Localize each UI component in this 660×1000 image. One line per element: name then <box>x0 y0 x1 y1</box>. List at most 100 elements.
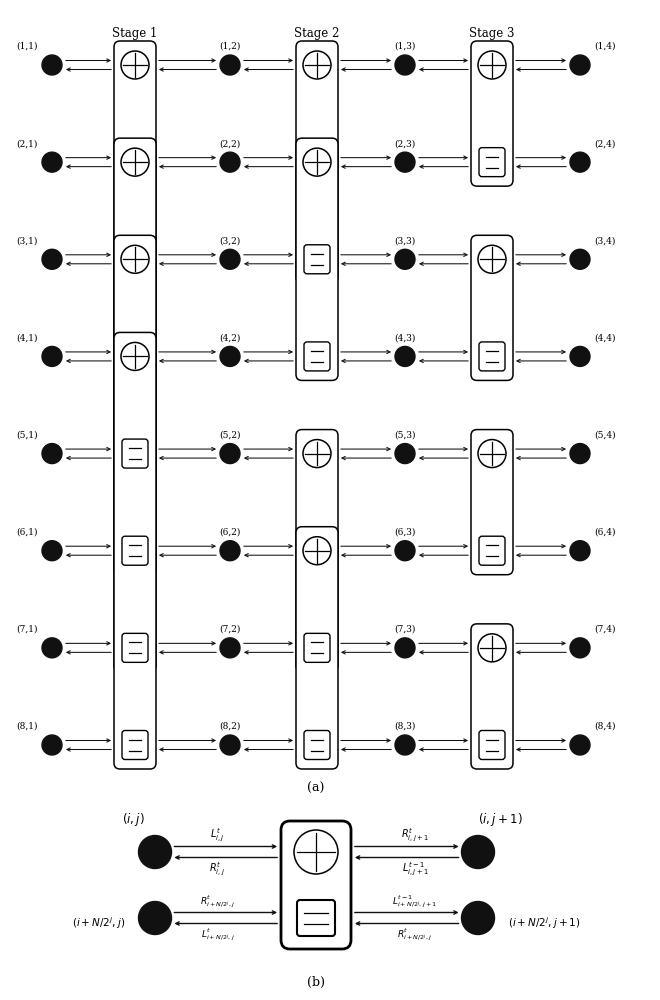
Circle shape <box>303 537 331 565</box>
FancyBboxPatch shape <box>114 332 156 769</box>
FancyBboxPatch shape <box>479 342 505 371</box>
Circle shape <box>570 249 590 269</box>
Text: (4,2): (4,2) <box>219 333 241 342</box>
FancyBboxPatch shape <box>122 633 148 662</box>
Circle shape <box>570 152 590 172</box>
FancyBboxPatch shape <box>281 821 351 949</box>
Circle shape <box>42 249 62 269</box>
Text: (8,1): (8,1) <box>16 722 38 731</box>
Text: (5,2): (5,2) <box>219 431 241 440</box>
Text: $L^t_{i+N/2^j,j}$: $L^t_{i+N/2^j,j}$ <box>201 926 234 943</box>
FancyBboxPatch shape <box>479 730 505 760</box>
Text: (1,2): (1,2) <box>219 42 241 51</box>
Circle shape <box>478 245 506 273</box>
Circle shape <box>395 541 415 561</box>
FancyBboxPatch shape <box>114 138 156 575</box>
Text: (2,2): (2,2) <box>219 139 241 148</box>
FancyBboxPatch shape <box>479 536 505 565</box>
Text: $L^{t-1}_{i+N/2^j,j+1}$: $L^{t-1}_{i+N/2^j,j+1}$ <box>393 893 438 910</box>
Text: (3,4): (3,4) <box>594 236 615 245</box>
FancyBboxPatch shape <box>471 624 513 769</box>
Circle shape <box>395 152 415 172</box>
Circle shape <box>220 249 240 269</box>
FancyBboxPatch shape <box>114 235 156 672</box>
Circle shape <box>395 346 415 366</box>
Circle shape <box>220 55 240 75</box>
FancyBboxPatch shape <box>122 536 148 565</box>
FancyBboxPatch shape <box>296 41 338 283</box>
Text: $R^t_{i,j+1}$: $R^t_{i,j+1}$ <box>401 826 429 844</box>
Circle shape <box>42 55 62 75</box>
FancyBboxPatch shape <box>122 439 148 468</box>
Text: (8,2): (8,2) <box>219 722 241 731</box>
Text: (6,3): (6,3) <box>394 528 416 537</box>
Circle shape <box>303 51 331 79</box>
Circle shape <box>395 444 415 464</box>
Circle shape <box>121 51 149 79</box>
Text: (1,1): (1,1) <box>16 42 38 51</box>
Circle shape <box>395 638 415 658</box>
Circle shape <box>42 346 62 366</box>
Circle shape <box>139 902 172 934</box>
FancyBboxPatch shape <box>304 730 330 760</box>
Circle shape <box>42 735 62 755</box>
Circle shape <box>220 444 240 464</box>
Circle shape <box>570 541 590 561</box>
Text: (7,3): (7,3) <box>394 625 416 634</box>
FancyBboxPatch shape <box>297 900 335 936</box>
FancyBboxPatch shape <box>471 41 513 186</box>
Circle shape <box>478 440 506 468</box>
Circle shape <box>220 152 240 172</box>
Text: $R^t_{i,j}$: $R^t_{i,j}$ <box>209 860 226 878</box>
Circle shape <box>395 735 415 755</box>
Text: Stage 3: Stage 3 <box>469 27 515 40</box>
Text: $L^t_{i,j}$: $L^t_{i,j}$ <box>210 826 225 844</box>
Text: (8,3): (8,3) <box>394 722 416 731</box>
Text: (a): (a) <box>308 782 325 794</box>
Circle shape <box>395 55 415 75</box>
Circle shape <box>478 634 506 662</box>
Circle shape <box>570 638 590 658</box>
Circle shape <box>121 245 149 273</box>
Circle shape <box>121 148 149 176</box>
Text: (b): (b) <box>307 976 325 988</box>
Circle shape <box>139 836 172 868</box>
Circle shape <box>220 638 240 658</box>
Circle shape <box>570 735 590 755</box>
Text: (4,3): (4,3) <box>394 333 416 342</box>
Circle shape <box>42 638 62 658</box>
Text: (6,2): (6,2) <box>219 528 241 537</box>
Text: (7,4): (7,4) <box>594 625 616 634</box>
Text: (2,4): (2,4) <box>594 139 615 148</box>
Circle shape <box>570 55 590 75</box>
FancyBboxPatch shape <box>471 430 513 575</box>
Text: (7,1): (7,1) <box>16 625 38 634</box>
Circle shape <box>303 440 331 468</box>
Circle shape <box>42 541 62 561</box>
FancyBboxPatch shape <box>122 730 148 760</box>
Circle shape <box>461 902 494 934</box>
Text: (1,4): (1,4) <box>594 42 616 51</box>
FancyBboxPatch shape <box>114 41 156 478</box>
Circle shape <box>461 836 494 868</box>
Text: $L^{t-1}_{i,j+1}$: $L^{t-1}_{i,j+1}$ <box>402 860 428 878</box>
Text: Stage 2: Stage 2 <box>294 27 340 40</box>
Text: (5,1): (5,1) <box>16 431 38 440</box>
Text: $R^t_{i+N/2^j,j}$: $R^t_{i+N/2^j,j}$ <box>397 926 432 943</box>
FancyBboxPatch shape <box>304 245 330 274</box>
Text: (5,3): (5,3) <box>394 431 416 440</box>
Text: (4,4): (4,4) <box>594 333 616 342</box>
Text: (4,1): (4,1) <box>16 333 38 342</box>
Text: (1,3): (1,3) <box>394 42 416 51</box>
Text: $(i,j+1)$: $(i,j+1)$ <box>478 811 522 828</box>
Circle shape <box>395 249 415 269</box>
Circle shape <box>220 541 240 561</box>
Text: (7,2): (7,2) <box>219 625 241 634</box>
FancyBboxPatch shape <box>304 342 330 371</box>
FancyBboxPatch shape <box>304 633 330 662</box>
Text: (6,4): (6,4) <box>594 528 616 537</box>
Text: Stage 1: Stage 1 <box>112 27 158 40</box>
FancyBboxPatch shape <box>296 430 338 672</box>
Text: (2,3): (2,3) <box>395 139 416 148</box>
Circle shape <box>570 346 590 366</box>
